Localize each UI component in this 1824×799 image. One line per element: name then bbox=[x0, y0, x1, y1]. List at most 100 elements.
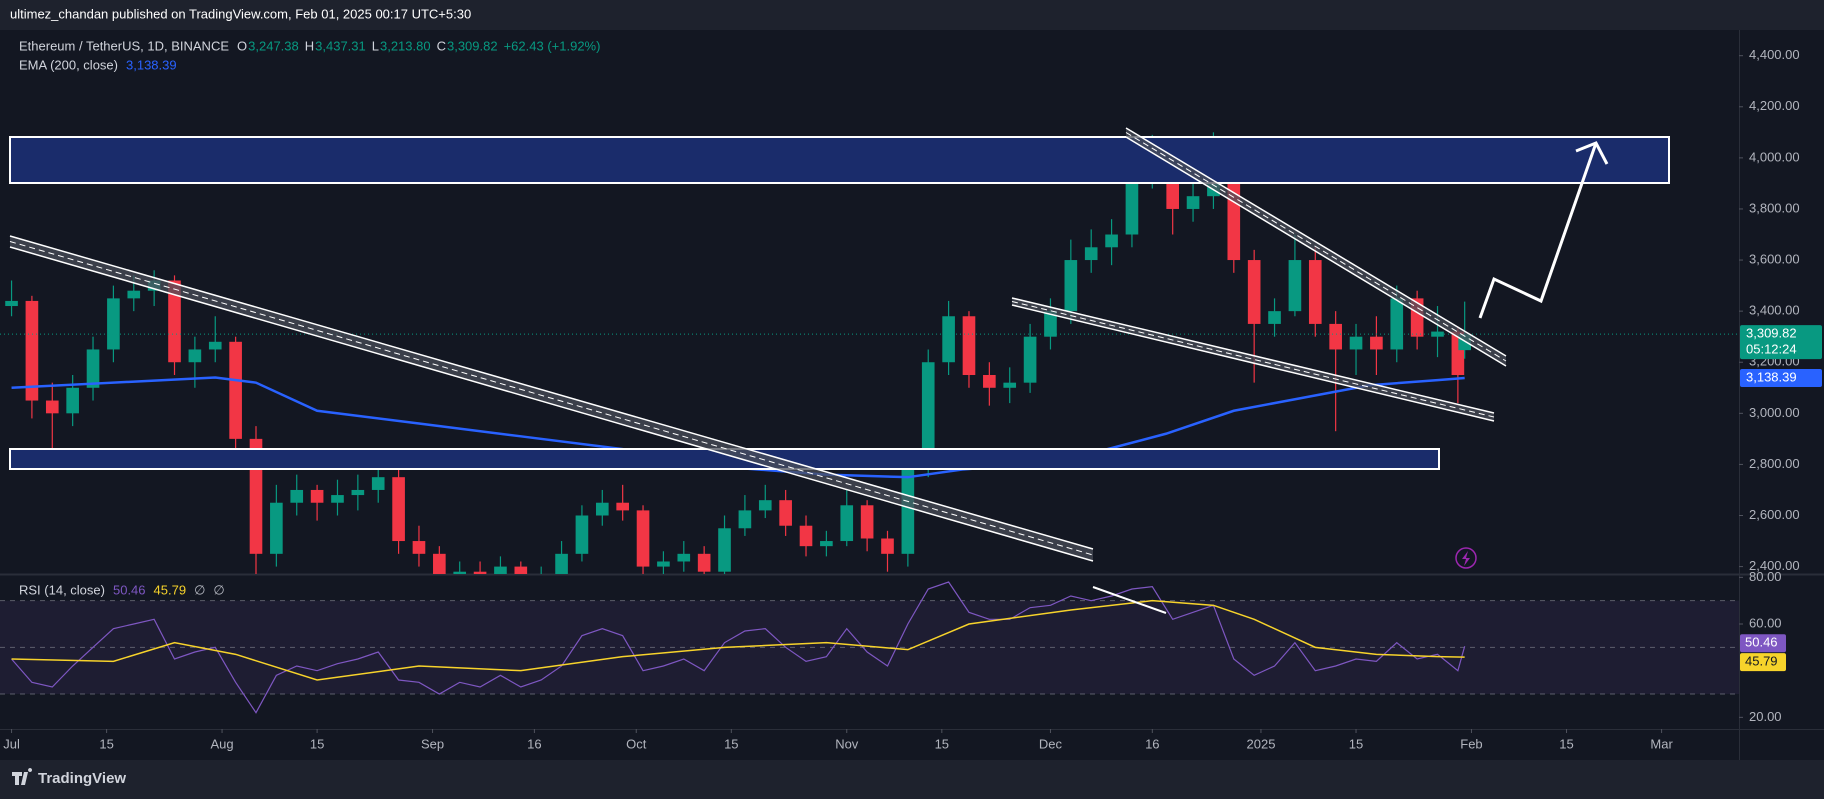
candle-body bbox=[1390, 298, 1404, 350]
candle-body bbox=[881, 538, 894, 554]
candle-body bbox=[1349, 336, 1363, 350]
legend-text: C bbox=[437, 38, 446, 53]
legend-text: L bbox=[372, 38, 379, 53]
candle-body bbox=[310, 489, 324, 503]
y-tick-label: 2,800.00 bbox=[1749, 456, 1800, 471]
candle-body bbox=[412, 541, 426, 554]
candle-body bbox=[188, 349, 202, 363]
wedge-upper bbox=[1125, 127, 1507, 367]
legend-text: 3,247.38 bbox=[248, 38, 299, 53]
candle-body bbox=[860, 505, 874, 539]
channel-edge bbox=[1125, 127, 1507, 357]
candle-body bbox=[1247, 260, 1261, 324]
candle-body bbox=[840, 505, 854, 542]
candle-body bbox=[514, 566, 528, 574]
candle-body bbox=[657, 561, 670, 567]
candle-body bbox=[392, 477, 405, 542]
wedge-lower bbox=[1011, 297, 1495, 422]
x-tick-label: Feb bbox=[1460, 736, 1482, 751]
last-price-tag bbox=[1740, 325, 1822, 360]
candle-body bbox=[1125, 178, 1139, 235]
candle-body bbox=[697, 553, 711, 572]
legend-text: 3,437.31 bbox=[315, 38, 366, 53]
candle-body bbox=[127, 290, 141, 299]
candle-body bbox=[555, 553, 568, 574]
last-price-label: 3,309.82 bbox=[1746, 326, 1797, 341]
channel-edge bbox=[1011, 304, 1495, 422]
rsi-pane bbox=[0, 581, 1739, 714]
x-tick-label: Mar bbox=[1650, 736, 1673, 751]
candle-body bbox=[636, 510, 650, 567]
publish-note: ultimez_chandan published on TradingView… bbox=[10, 6, 471, 21]
candle-body bbox=[494, 566, 507, 574]
candle-body bbox=[229, 341, 242, 439]
legend-text: ∅ bbox=[194, 582, 205, 597]
x-tick-label: Sep bbox=[421, 736, 444, 751]
legend-text: O bbox=[237, 38, 247, 53]
candle-body bbox=[738, 510, 752, 529]
candle-body bbox=[718, 528, 731, 572]
rsi-tag-label: 45.79 bbox=[1745, 654, 1778, 669]
candle-body bbox=[25, 300, 39, 401]
footer bbox=[0, 760, 1824, 799]
top-bar bbox=[0, 0, 1824, 30]
candle-body bbox=[1431, 331, 1444, 337]
candle-body bbox=[331, 495, 344, 503]
candle-body bbox=[290, 489, 304, 503]
arrow-head bbox=[1575, 141, 1609, 165]
candle-body bbox=[5, 300, 18, 307]
event-icon-bolt bbox=[1462, 551, 1470, 566]
rsi-divergence-line bbox=[1092, 586, 1167, 614]
candle-body bbox=[433, 553, 446, 574]
legend-text: Ethereum / TetherUS, 1D, BINANCE bbox=[19, 38, 229, 53]
x-tick-label: Oct bbox=[626, 736, 647, 751]
candle-body bbox=[799, 525, 813, 547]
event-icon[interactable] bbox=[1455, 547, 1477, 569]
candle-body bbox=[1308, 260, 1322, 324]
candle-body bbox=[1084, 247, 1098, 261]
y-tick-label: 2,400.00 bbox=[1749, 558, 1800, 573]
candle-body bbox=[270, 502, 283, 554]
candle-body bbox=[1329, 323, 1342, 350]
rsi-line bbox=[11, 581, 1466, 714]
x-tick-label: Jul bbox=[3, 736, 20, 751]
candle-body bbox=[983, 375, 996, 388]
ema-line bbox=[11, 376, 1465, 479]
legend-text: 45.79 bbox=[154, 582, 187, 597]
x-tick-label: 15 bbox=[1349, 736, 1363, 751]
x-tick-label: 2025 bbox=[1247, 736, 1276, 751]
candle-body bbox=[962, 316, 976, 376]
candle-body bbox=[575, 515, 589, 554]
candle-body bbox=[779, 500, 792, 526]
candle-body bbox=[1288, 260, 1302, 312]
channel-mid bbox=[1125, 132, 1507, 362]
candle-body bbox=[677, 553, 691, 562]
legend-text: 3,213.80 bbox=[380, 38, 431, 53]
x-tick-label: 15 bbox=[1559, 736, 1573, 751]
y-tick-label: 4,400.00 bbox=[1749, 47, 1800, 62]
resistance-zone bbox=[9, 136, 1670, 184]
candle-body bbox=[820, 541, 833, 547]
y-tick-label: 60.00 bbox=[1749, 615, 1782, 630]
candle-body bbox=[66, 387, 79, 414]
countdown: 05:12:24 bbox=[1746, 342, 1797, 357]
channel-edge bbox=[1125, 136, 1507, 367]
legend-text: 3,138.39 bbox=[126, 57, 177, 72]
candle-body bbox=[168, 280, 181, 363]
candle-body bbox=[371, 477, 385, 490]
y-tick-label: 3,000.00 bbox=[1749, 405, 1800, 420]
candle-body bbox=[107, 298, 120, 350]
x-tick-label: 16 bbox=[1145, 736, 1159, 751]
y-tick-label: 3,400.00 bbox=[1749, 303, 1800, 318]
x-tick-label: Nov bbox=[835, 736, 859, 751]
ema-tag-label: 3,138.39 bbox=[1746, 369, 1797, 384]
x-tick-label: 15 bbox=[724, 736, 738, 751]
y-tick-label: 4,000.00 bbox=[1749, 149, 1800, 164]
candle-body bbox=[1044, 311, 1057, 337]
ema-tag bbox=[1740, 368, 1822, 387]
x-tick-label: Dec bbox=[1039, 736, 1063, 751]
channel-edge bbox=[1011, 297, 1495, 414]
legend-text: 50.46 bbox=[113, 582, 146, 597]
x-tick-label: 15 bbox=[310, 736, 324, 751]
x-tick-label: 16 bbox=[527, 736, 541, 751]
